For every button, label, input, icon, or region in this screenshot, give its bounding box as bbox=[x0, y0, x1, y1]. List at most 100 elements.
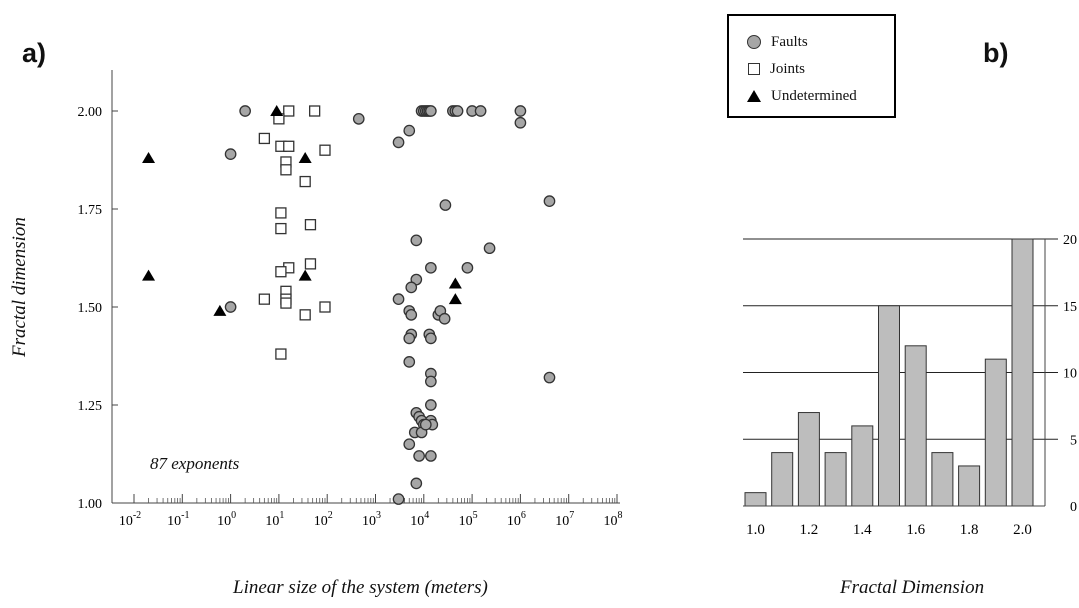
fault-point bbox=[224, 301, 237, 313]
legend-label-joints: Joints bbox=[770, 60, 806, 77]
histogram-bar bbox=[771, 452, 794, 507]
joint-point bbox=[304, 258, 317, 270]
panel-b-label: b) bbox=[983, 38, 1009, 68]
fault-point bbox=[403, 124, 416, 137]
scatter-x-tick-label: 10-1 bbox=[167, 510, 189, 529]
undetermined-point bbox=[213, 304, 227, 316]
joint-point bbox=[275, 222, 287, 235]
joint-point bbox=[319, 301, 331, 313]
fault-point bbox=[392, 293, 405, 306]
scatter-y-tick-label: 1.25 bbox=[78, 399, 103, 414]
legend-entry-undetermined: Undetermined bbox=[747, 85, 857, 107]
fault-point bbox=[425, 375, 437, 388]
fault-point bbox=[403, 356, 416, 368]
joint-point bbox=[280, 164, 292, 176]
scatter-x-tick-label: 106 bbox=[507, 510, 526, 529]
fault-point bbox=[474, 105, 487, 117]
joint-point bbox=[299, 309, 311, 321]
histogram-bar bbox=[878, 305, 900, 507]
scatter-x-tick-label: 103 bbox=[362, 510, 381, 529]
histogram-bar bbox=[958, 465, 981, 507]
fault-point bbox=[514, 105, 527, 117]
fault-point bbox=[425, 399, 437, 411]
joint-point bbox=[258, 132, 271, 145]
scatter-y-tick-label: 1.75 bbox=[78, 203, 103, 218]
histogram-bar bbox=[904, 345, 927, 507]
joint-point bbox=[319, 144, 331, 156]
histogram-x-tick-label: 1.6 bbox=[906, 522, 925, 538]
scatter-x-tick-label: 102 bbox=[314, 510, 333, 529]
histogram-x-tick-label: 1.0 bbox=[746, 522, 765, 538]
fault-point bbox=[239, 105, 251, 117]
fault-point bbox=[438, 312, 451, 325]
scatter-y-tick-label: 1.00 bbox=[78, 497, 103, 512]
joint-point bbox=[299, 175, 311, 188]
undetermined-point bbox=[142, 269, 156, 281]
joint-point bbox=[309, 105, 321, 117]
fault-point bbox=[352, 112, 365, 125]
scatter-x-tick-label: 100 bbox=[217, 510, 236, 529]
histogram-bar bbox=[797, 412, 820, 507]
fault-point bbox=[461, 261, 474, 274]
scatter-x-axis-title: Linear size of the system (meters) bbox=[233, 577, 488, 598]
fault-point bbox=[405, 308, 418, 321]
fault-point bbox=[439, 199, 452, 211]
circle-marker-icon bbox=[747, 35, 761, 49]
fault-point bbox=[543, 371, 556, 384]
histogram-bar bbox=[931, 452, 954, 507]
histogram-bar bbox=[824, 452, 847, 507]
fault-point bbox=[392, 493, 405, 505]
fault-point bbox=[410, 234, 423, 247]
fault-point bbox=[392, 136, 405, 149]
histogram-y-tick-label: 5 bbox=[1070, 433, 1077, 448]
scatter-x-tick-label: 10-2 bbox=[119, 510, 141, 529]
scatter-x-tick-label: 107 bbox=[555, 510, 574, 529]
legend-label-undetermined: Undetermined bbox=[771, 87, 857, 104]
undetermined-point bbox=[270, 105, 284, 116]
histogram-bar bbox=[984, 358, 1007, 507]
joint-point bbox=[275, 266, 287, 278]
histogram-x-tick-label: 1.4 bbox=[853, 522, 872, 538]
scatter-y-tick-label: 2.00 bbox=[78, 105, 103, 120]
joint-point bbox=[283, 105, 295, 117]
fault-point bbox=[425, 105, 437, 117]
histogram-x-axis-title: Fractal Dimension bbox=[840, 577, 985, 598]
fault-point bbox=[410, 477, 423, 490]
fault-point bbox=[514, 116, 527, 129]
fault-point bbox=[224, 148, 237, 160]
fault-point bbox=[403, 438, 416, 451]
panel-a-label: a) bbox=[22, 38, 47, 68]
undetermined-point bbox=[298, 269, 312, 281]
joint-point bbox=[280, 297, 292, 309]
fault-point bbox=[425, 332, 437, 345]
fault-point bbox=[483, 242, 496, 255]
undetermined-point bbox=[298, 152, 312, 164]
fault-point bbox=[425, 450, 437, 462]
square-marker-icon bbox=[748, 63, 760, 75]
histogram-y-tick-label: 20 bbox=[1063, 233, 1077, 248]
legend-entry-joints: Joints bbox=[747, 58, 805, 80]
histogram-bar bbox=[744, 492, 767, 507]
undetermined-point bbox=[448, 293, 462, 305]
joint-point bbox=[304, 219, 317, 231]
joint-point bbox=[275, 348, 287, 360]
legend-label-faults: Faults bbox=[771, 33, 808, 50]
fault-point bbox=[419, 418, 432, 431]
fault-point bbox=[403, 332, 416, 345]
fault-point bbox=[405, 281, 418, 294]
histogram-x-tick-label: 2.0 bbox=[1013, 522, 1032, 538]
histogram-x-tick-label: 1.2 bbox=[800, 522, 819, 538]
legend-entry-faults: Faults bbox=[747, 31, 808, 53]
fault-point bbox=[413, 450, 425, 462]
histogram-bar bbox=[1011, 238, 1034, 507]
undetermined-point bbox=[448, 277, 462, 289]
undetermined-point bbox=[142, 152, 156, 164]
joint-point bbox=[275, 207, 287, 219]
histogram-y-tick-label: 10 bbox=[1063, 367, 1077, 382]
histogram-x-tick-label: 1.8 bbox=[960, 522, 979, 538]
scatter-x-tick-label: 108 bbox=[604, 510, 623, 529]
scatter-y-axis-title: Fractal dimension bbox=[9, 217, 30, 357]
scatter-x-tick-label: 104 bbox=[410, 510, 429, 529]
